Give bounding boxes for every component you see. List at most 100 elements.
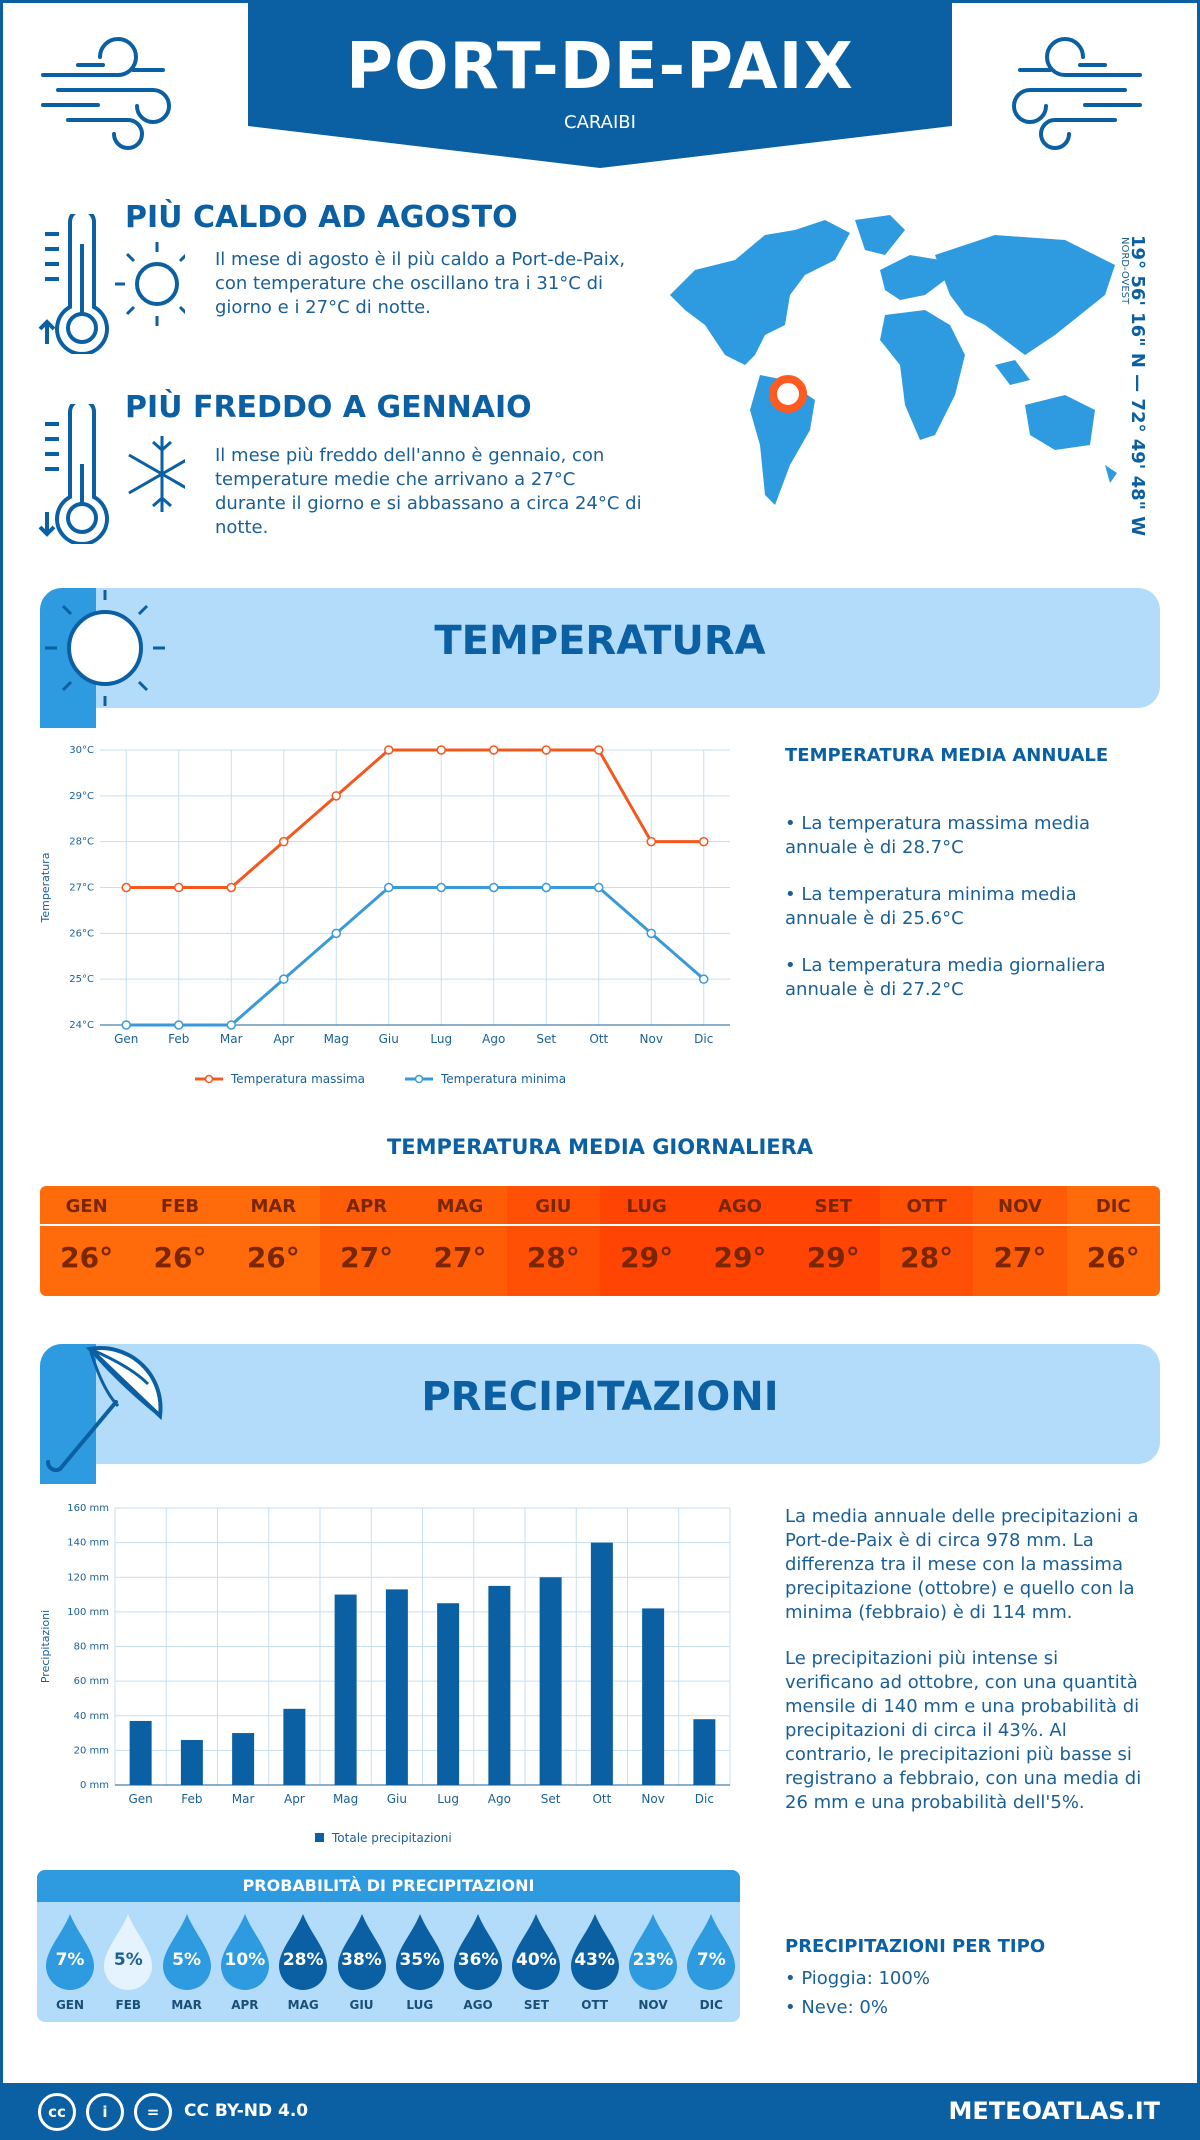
daily-temp-strip: GEN 26° FEB 26° MAR 26° APR 27° MAG 27° GIU 28° LUG 2… bbox=[40, 1186, 1160, 1296]
y-tick-label: 40 mm bbox=[74, 1711, 109, 1722]
daily-temp-month: APR bbox=[346, 1196, 388, 1217]
y-axis-label: Temperatura bbox=[39, 853, 52, 924]
raindrop-icon bbox=[337, 1914, 386, 1990]
data-point bbox=[279, 836, 289, 847]
x-tick-label: Set bbox=[541, 1792, 561, 1806]
data-point bbox=[594, 882, 604, 893]
daily-temp-month: AGO bbox=[717, 1196, 762, 1217]
daily-temp-cell: APR 27° bbox=[319, 1186, 414, 1296]
site-link[interactable]: METEOATLAS.IT bbox=[948, 2097, 1160, 2125]
raindrop-icon bbox=[395, 1914, 444, 1990]
probability-value: 10% bbox=[224, 1950, 266, 1970]
raindrop-icon bbox=[220, 1914, 269, 1990]
x-tick-label: Ott bbox=[589, 1032, 608, 1046]
annual-temp-bullet-min: • La temperatura minima media annuale è … bbox=[785, 884, 1077, 929]
thermometer-snowflake-icon bbox=[38, 404, 185, 544]
daily-temp-month: SET bbox=[814, 1196, 853, 1217]
region-direction: NORD-OVEST bbox=[1119, 237, 1130, 305]
probability-month: DIC bbox=[699, 1998, 723, 2012]
x-tick-label: Feb bbox=[181, 1792, 202, 1806]
y-tick-label: 100 mm bbox=[67, 1607, 109, 1618]
legend-marker bbox=[414, 1074, 424, 1084]
data-point bbox=[121, 882, 131, 893]
x-tick-label: Gen bbox=[128, 1792, 152, 1806]
data-point bbox=[226, 1020, 236, 1030]
license-label: CC BY-ND 4.0 bbox=[184, 2101, 309, 2121]
x-tick-label: Giu bbox=[387, 1792, 407, 1806]
precip-bar bbox=[385, 1589, 408, 1785]
fact-hottest: PIÙ CALDO AD AGOSTO Il mese di agosto è … bbox=[35, 200, 635, 360]
y-tick-label: 80 mm bbox=[74, 1642, 109, 1653]
precip-summary: La media annuale delle precipitazioni a … bbox=[785, 1506, 1139, 1623]
raindrop-icon bbox=[687, 1914, 736, 1990]
precip-type-rain: • Pioggia: 100% bbox=[785, 1968, 930, 1989]
data-point bbox=[489, 882, 499, 893]
precip-bar bbox=[539, 1577, 562, 1785]
data-point bbox=[226, 882, 236, 893]
region-subtitle: CARAIBI bbox=[564, 112, 636, 133]
data-point bbox=[541, 882, 551, 893]
daily-temp-divider bbox=[226, 1224, 320, 1226]
probability-month: APR bbox=[231, 1998, 259, 2012]
daily-temp-cell: FEB 26° bbox=[133, 1186, 227, 1296]
daily-temp-cell: LUG 29° bbox=[599, 1186, 694, 1296]
y-tick-label: 29°C bbox=[69, 791, 94, 802]
daily-temp-divider bbox=[786, 1224, 880, 1226]
x-tick-label: Apr bbox=[284, 1792, 305, 1806]
x-tick-label: Mag bbox=[333, 1792, 358, 1806]
precip-bar bbox=[590, 1542, 613, 1785]
daily-temp-title: TEMPERATURA MEDIA GIORNALIERA bbox=[386, 1135, 814, 1159]
daily-temp-value: 29° bbox=[806, 1241, 860, 1274]
probability-value: 7% bbox=[696, 1950, 726, 1970]
cc-icon: cc bbox=[38, 2093, 76, 2131]
legend-swatch bbox=[315, 1833, 324, 1842]
raindrop-icon bbox=[512, 1914, 561, 1990]
daily-temp-cell: MAR 26° bbox=[226, 1186, 320, 1296]
x-tick-label: Gen bbox=[114, 1032, 138, 1046]
daily-temp-value: 26° bbox=[246, 1241, 300, 1274]
probability-value: 7% bbox=[55, 1950, 85, 1970]
daily-temp-cell: MAG 27° bbox=[413, 1186, 507, 1296]
probability-month: GIU bbox=[349, 1998, 374, 2012]
probability-value: 5% bbox=[172, 1950, 202, 1970]
x-tick-label: Ott bbox=[592, 1792, 611, 1806]
data-point bbox=[541, 745, 551, 755]
daily-temp-month: MAR bbox=[250, 1196, 297, 1217]
precip-bar bbox=[232, 1733, 255, 1785]
raindrop-icon bbox=[629, 1914, 677, 1990]
series-line-1 bbox=[126, 886, 705, 1027]
y-tick-label: 28°C bbox=[69, 837, 94, 848]
city-title: PORT-DE-PAIX bbox=[346, 30, 854, 104]
daily-temp-value: 27° bbox=[433, 1241, 487, 1274]
data-point bbox=[384, 882, 394, 893]
data-point bbox=[699, 836, 709, 847]
daily-temp-month: GIU bbox=[535, 1196, 572, 1217]
daily-temp-cell: DIC 26° bbox=[1066, 1186, 1160, 1296]
daily-temp-divider bbox=[40, 1224, 134, 1226]
precip-detail: Le precipitazioni più intense si verific… bbox=[785, 1648, 1142, 1813]
x-tick-label: Lug bbox=[430, 1032, 452, 1046]
daily-temp-divider bbox=[973, 1224, 1067, 1226]
probability-month: AGO bbox=[463, 1998, 493, 2012]
precip-bar bbox=[334, 1594, 357, 1785]
y-axis-label: Precipitazioni bbox=[39, 1610, 52, 1683]
world-map bbox=[670, 215, 1117, 505]
daily-temp-value: 29° bbox=[620, 1241, 674, 1274]
data-point bbox=[594, 745, 604, 755]
x-tick-label: Ago bbox=[488, 1792, 511, 1806]
daily-temp-divider bbox=[506, 1224, 600, 1226]
precip-bar bbox=[283, 1708, 306, 1785]
x-tick-label: Nov bbox=[641, 1792, 664, 1806]
daily-temp-value: 27° bbox=[340, 1241, 394, 1274]
probability-value: 23% bbox=[632, 1950, 674, 1970]
y-tick-label: 30°C bbox=[69, 745, 94, 756]
temperature-band: TEMPERATURA bbox=[40, 588, 1160, 708]
precip-type-snow: • Neve: 0% bbox=[785, 1997, 888, 2018]
precipitation-chart: 0 mm 20 mm 40 mm 60 mm 80 mm 100 mm 120 mm 140 … bbox=[39, 1503, 731, 1845]
raindrop-icon bbox=[279, 1914, 328, 1990]
probability-month: SET bbox=[523, 1998, 549, 2012]
probability-value: 5% bbox=[113, 1950, 143, 1970]
data-point bbox=[436, 745, 446, 755]
fact-hottest-text: Il mese di agosto è il più caldo a Port-… bbox=[215, 249, 626, 318]
probability-month: FEB bbox=[115, 1998, 142, 2012]
